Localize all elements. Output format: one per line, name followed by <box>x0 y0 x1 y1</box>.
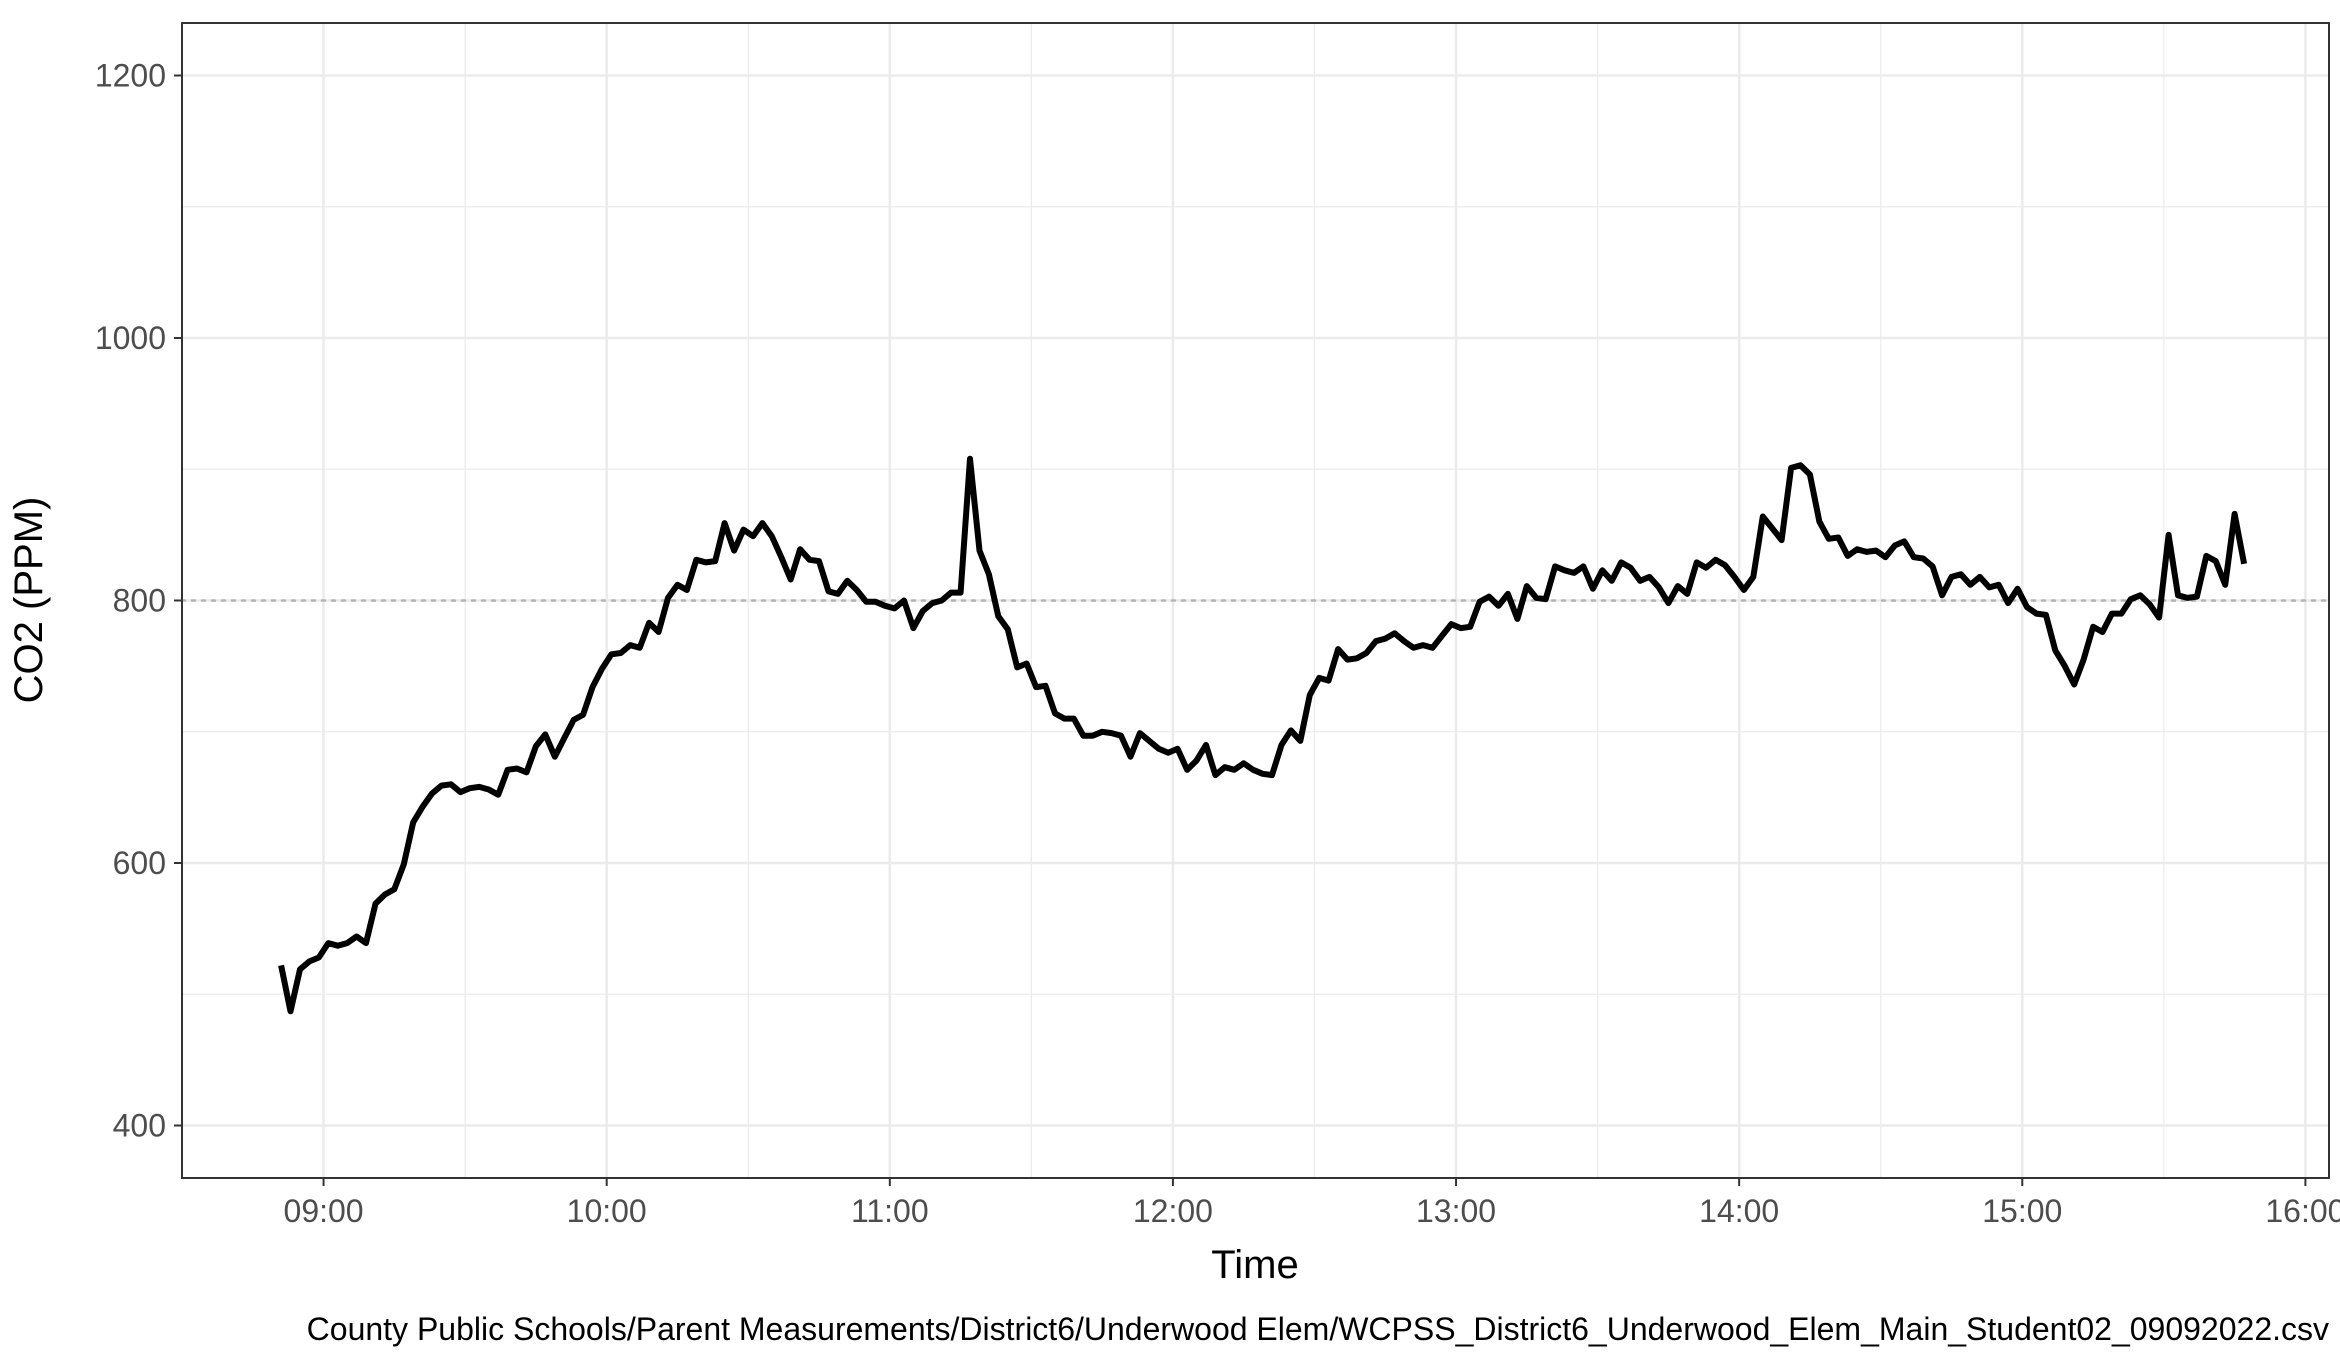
y-tick-label: 400 <box>113 1108 166 1144</box>
x-tick-label: 16:00 <box>2265 1193 2340 1229</box>
x-tick-label: 11:00 <box>851 1193 929 1229</box>
x-tick-label: 14:00 <box>1699 1193 1779 1229</box>
x-axis: 09:00 10:00 11:00 12:00 13:00 14:00 15:00 16:00 <box>284 1178 2340 1229</box>
x-tick-label: 10:00 <box>567 1193 647 1229</box>
y-tick-label: 1200 <box>95 58 166 94</box>
caption: County Public Schools/Parent Measurement… <box>307 1311 2329 1347</box>
x-tick-label: 09:00 <box>284 1193 364 1229</box>
co2-series-line <box>278 455 2248 1015</box>
x-tick-label: 15:00 <box>1982 1193 2062 1229</box>
x-tick-label: 12:00 <box>1133 1193 1213 1229</box>
y-tick-label: 800 <box>113 583 166 619</box>
y-tick-label: 600 <box>113 845 166 881</box>
x-tick-label: 13:00 <box>1416 1193 1496 1229</box>
y-axis-title: CO2 (PPM) <box>7 497 51 704</box>
x-axis-title: Time <box>1211 1243 1298 1287</box>
y-tick-label: 1000 <box>95 320 166 356</box>
y-axis: 400 600 800 1000 1200 <box>95 58 182 1144</box>
